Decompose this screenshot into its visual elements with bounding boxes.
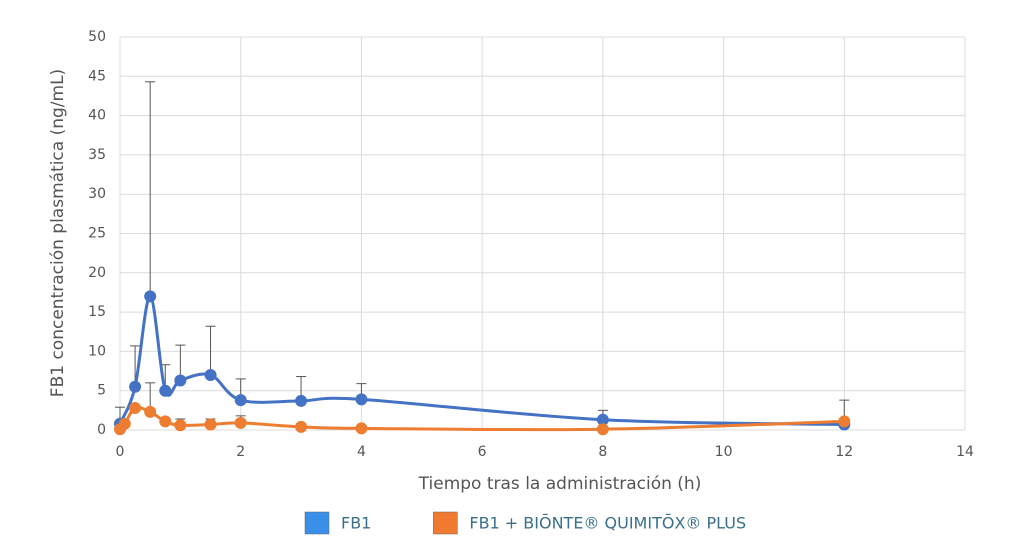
x-tick-label: 2	[236, 444, 245, 460]
data-point	[234, 416, 247, 429]
data-point	[295, 394, 308, 407]
y-tick-label: 10	[88, 343, 106, 359]
x-tick-label: 0	[116, 444, 125, 460]
data-point	[144, 290, 157, 303]
data-point	[355, 422, 368, 435]
data-point	[159, 415, 172, 428]
data-point	[295, 420, 308, 433]
data-point	[174, 374, 187, 387]
data-point	[129, 380, 142, 393]
data-point	[129, 401, 142, 414]
data-point	[174, 419, 187, 432]
data-point	[159, 384, 172, 397]
data-point	[596, 413, 609, 426]
x-tick-label: 6	[478, 444, 487, 460]
x-tick-label: 4	[357, 444, 366, 460]
y-tick-label: 15	[88, 304, 106, 320]
y-tick-label: 35	[88, 147, 106, 163]
data-point	[838, 415, 851, 428]
legend-swatch	[433, 511, 458, 535]
error-bar	[205, 325, 216, 375]
y-tick-label: 25	[88, 226, 106, 242]
data-point	[204, 368, 217, 381]
y-tick-label: 45	[88, 68, 106, 84]
legend-label: FB1 + BIŌNTE® QUIMITŌX® PLUS	[469, 514, 746, 533]
data-point	[596, 423, 609, 436]
y-tick-label: 40	[88, 108, 106, 124]
data-point	[234, 394, 247, 407]
y-tick-label: 30	[88, 186, 106, 202]
y-tick-label: 20	[88, 265, 106, 281]
data-point	[118, 417, 131, 430]
data-point	[144, 405, 157, 418]
legend-swatch	[304, 511, 330, 535]
y-axis-title: FB1 concentración plasmática (ng/mL)	[48, 69, 68, 397]
x-axis-title: Tiempo tras la administración (h)	[418, 474, 702, 494]
x-tick-label: 8	[598, 444, 607, 460]
x-tick-label: 10	[715, 444, 733, 460]
y-tick-label: 50	[88, 29, 106, 45]
data-point	[204, 418, 217, 431]
legend-label: FB1	[341, 514, 371, 533]
error-bar	[145, 81, 156, 297]
data-point	[355, 393, 368, 406]
x-tick-label: 12	[835, 444, 853, 460]
y-tick-label: 0	[97, 422, 106, 438]
y-tick-label: 5	[97, 383, 106, 399]
x-tick-label: 14	[956, 444, 974, 460]
